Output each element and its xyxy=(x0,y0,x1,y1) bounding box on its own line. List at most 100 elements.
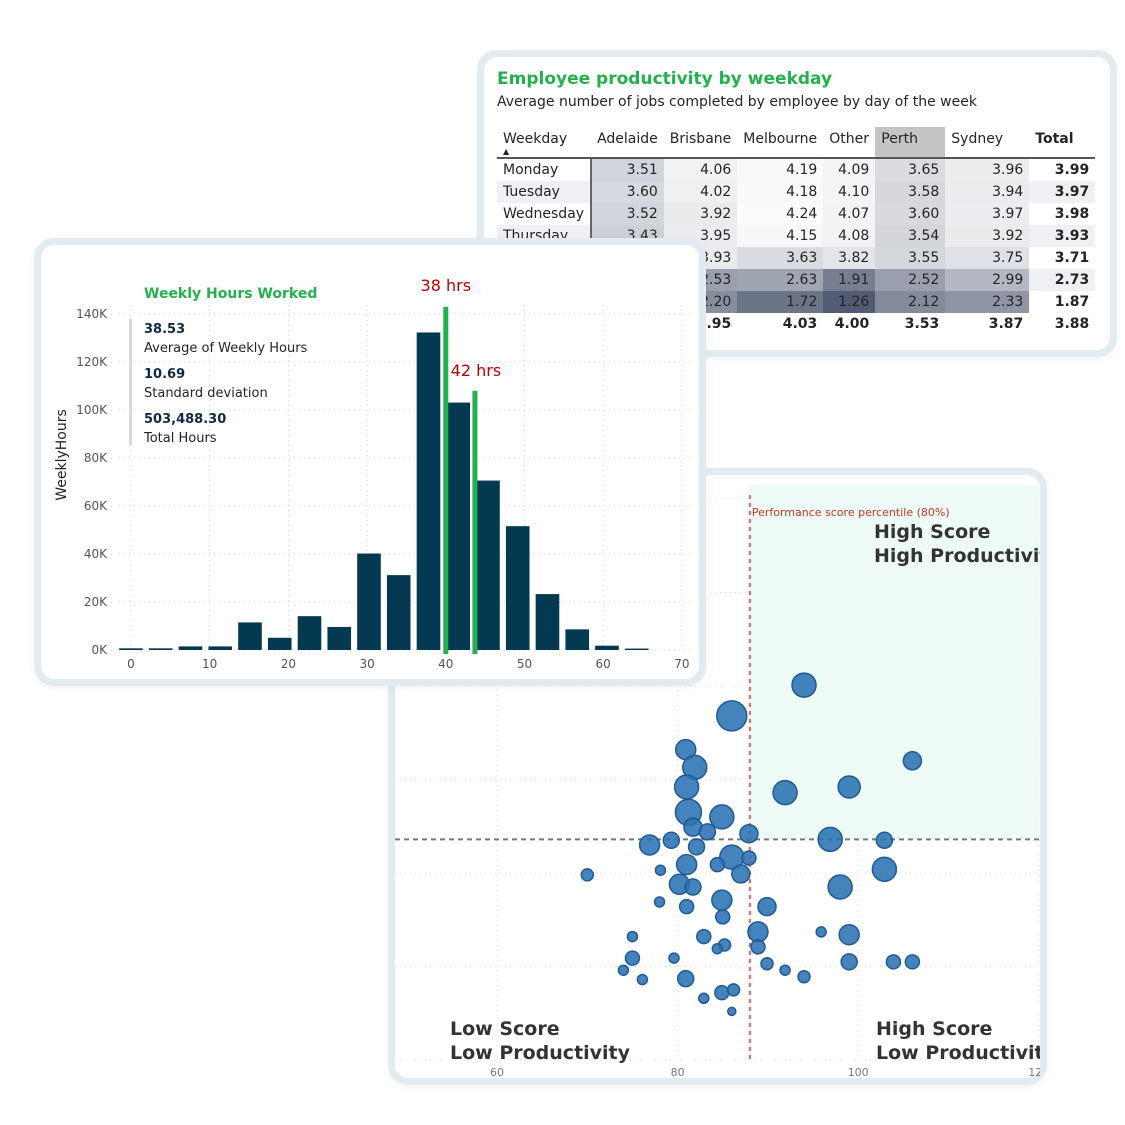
x-tick-label: 40 xyxy=(438,657,453,671)
histogram-bar xyxy=(297,616,322,650)
value-cell: 3.96 xyxy=(945,158,1030,181)
bubble xyxy=(662,831,681,850)
histogram-bar xyxy=(267,637,292,650)
histogram-bar xyxy=(357,553,381,650)
bubble xyxy=(580,868,595,882)
table-row: Tuesday 3.60 4.02 4.18 4.10 3.58 3.94 3.97 xyxy=(497,181,1096,203)
value-cell: 4.03 xyxy=(737,313,824,335)
value-cell: 4.10 xyxy=(823,181,876,203)
value-cell: 3.65 xyxy=(875,158,946,181)
bubble xyxy=(871,856,898,883)
column-header-label: Brisbane xyxy=(669,131,732,147)
value-cell: 2.12 xyxy=(875,291,946,313)
value-cell: 3.71 xyxy=(1054,250,1090,266)
table-row: Monday 3.51 4.06 4.19 4.09 3.65 3.96 3.99 xyxy=(497,158,1095,181)
value-cell: 3.51 xyxy=(591,158,664,181)
histogram-bar xyxy=(446,402,471,650)
value-cell: 2.33 xyxy=(945,291,1030,313)
column-header-melbourne[interactable]: Melbourne xyxy=(737,127,824,159)
table-title: Employee productivity by weekday xyxy=(497,69,833,89)
bubble xyxy=(715,909,731,925)
value-cell: 4.00 xyxy=(823,313,876,335)
bubble xyxy=(739,823,759,844)
bubble xyxy=(626,930,639,943)
value-cell: 3.92 xyxy=(663,203,738,225)
bubble xyxy=(815,926,827,938)
column-header-weekday[interactable]: Weekday ▲ xyxy=(497,127,592,159)
value-cell: 4.18 xyxy=(737,181,824,203)
y-tick-label: 60K xyxy=(84,499,108,513)
value-cell: 3.92 xyxy=(945,225,1030,247)
performance-scatter-chart: 60 80 100 120 Performance score percentile (… xyxy=(395,485,1061,1079)
stat-value: 503,488.30 xyxy=(144,412,226,427)
y-axis-title: WeeklyHours xyxy=(54,409,70,501)
stat-label: Average of Weekly Hours xyxy=(144,341,308,356)
column-header-label: Sydney xyxy=(951,131,1004,147)
x-tick-label: 60 xyxy=(490,1066,504,1078)
y-tick-label: 80K xyxy=(84,451,108,465)
bubble xyxy=(636,973,649,986)
x-tick-label: 60 xyxy=(596,657,611,671)
bubble xyxy=(904,954,921,970)
column-header-brisbane[interactable]: Brisbane xyxy=(663,127,738,159)
table-row: Wednesday 3.52 3.92 4.24 4.07 3.60 3.97 3.98 xyxy=(497,203,1095,225)
column-header-label: Other xyxy=(829,131,870,147)
column-header-label: Weekday xyxy=(503,131,568,147)
x-tick-label: 120 xyxy=(1028,1066,1040,1078)
value-cell: 3.63 xyxy=(737,247,824,269)
bubble xyxy=(687,838,706,856)
bubble xyxy=(902,751,923,771)
x-tick-label: 20 xyxy=(281,657,296,671)
quadrant-label-high-score-low-productivity: High Score xyxy=(876,1018,992,1040)
value-cell: 1.26 xyxy=(823,291,876,313)
value-cell: 3.58 xyxy=(875,181,946,203)
stat-value: 38.53 xyxy=(144,322,185,337)
column-header-label: Perth xyxy=(881,131,918,147)
value-cell: 3.97 xyxy=(1029,181,1096,203)
bubble xyxy=(741,850,757,866)
value-cell: 3.55 xyxy=(875,247,946,269)
bubble xyxy=(772,779,798,806)
value-cell: 3.75 xyxy=(945,247,1030,269)
quadrant-label-high-score-high-productivity: High Score xyxy=(874,521,990,543)
quadrant-label-low-score-low-productivity: Low Score xyxy=(450,1018,560,1040)
bubble xyxy=(711,889,733,911)
value-cell: 4.09 xyxy=(823,158,876,181)
bubble xyxy=(676,969,695,988)
bubble xyxy=(760,956,774,971)
weekday-cell: Wednesday xyxy=(497,203,593,225)
bubble xyxy=(698,992,710,1005)
value-cell: 3.87 xyxy=(945,313,1030,335)
bubble xyxy=(840,953,858,971)
weekly-hours-card: 0K 20K 40K 60K 80K 100K 120K 140K 0 10 20 30 40 50 60 7… xyxy=(34,238,706,686)
value-cell: 3.98 xyxy=(1054,206,1090,222)
column-header-adelaide[interactable]: Adelaide xyxy=(591,127,664,159)
bubble xyxy=(779,964,791,976)
bubble xyxy=(797,970,811,984)
y-tick-label: 40K xyxy=(84,547,108,561)
x-tick-label: 80 xyxy=(671,1066,685,1078)
bubble xyxy=(885,954,902,970)
column-header-other[interactable]: Other xyxy=(823,127,876,159)
column-header-label: Melbourne xyxy=(743,131,818,147)
bubble xyxy=(838,923,860,946)
bubble xyxy=(750,939,766,955)
stats-divider xyxy=(129,319,132,445)
value-cell: 3.60 xyxy=(875,203,946,225)
value-cell: 3.52 xyxy=(591,203,664,225)
value-cell: 2.52 xyxy=(875,269,946,291)
value-cell: 1.87 xyxy=(1054,294,1090,310)
x-tick-label: 0 xyxy=(127,657,135,671)
bubble xyxy=(747,921,769,943)
x-tick-label: 50 xyxy=(517,657,532,671)
bubble xyxy=(726,983,741,997)
bubble xyxy=(673,774,700,800)
histogram-bar xyxy=(535,594,560,650)
column-header-perth[interactable]: Perth xyxy=(875,127,946,159)
value-cell: 3.60 xyxy=(591,181,664,203)
histogram-bar xyxy=(208,646,233,650)
bubble xyxy=(653,896,666,908)
column-header-sydney[interactable]: Sydney xyxy=(945,127,1030,159)
column-header-total[interactable]: Total xyxy=(1029,127,1096,159)
value-cell: 2.99 xyxy=(945,269,1030,291)
